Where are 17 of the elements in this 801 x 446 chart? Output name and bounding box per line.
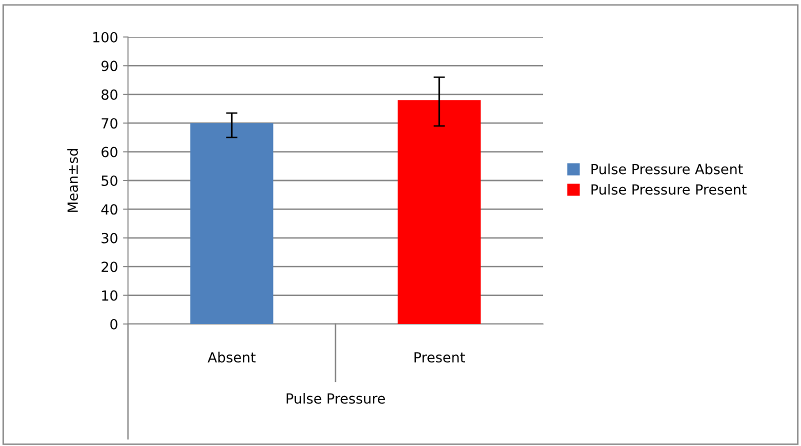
y-tick-label: 80 — [102, 89, 118, 100]
legend-label: Pulse Pressure Absent — [592, 164, 743, 174]
y-tick-label: 60 — [102, 146, 118, 158]
y-tick-label: 30 — [102, 232, 118, 244]
y-tick-label: 100 — [93, 32, 118, 42]
y-tick-label: 50 — [102, 175, 118, 186]
y-tick-label: 0 — [110, 318, 118, 330]
x-axis-title: Pulse Pressure — [286, 392, 385, 404]
legend-label: Pulse Pressure Present — [592, 184, 747, 195]
x-tick-label: Present — [414, 352, 465, 363]
x-tick-label: Absent — [208, 352, 256, 363]
y-axis-title: Mean±sd — [67, 148, 78, 212]
y-tick-label: 20 — [102, 262, 118, 272]
y-tick-label: 70 — [102, 118, 118, 129]
y-tick-label: 90 — [101, 60, 118, 72]
y-tick-label: 40 — [101, 204, 118, 215]
y-tick-label: 10 — [102, 290, 118, 301]
